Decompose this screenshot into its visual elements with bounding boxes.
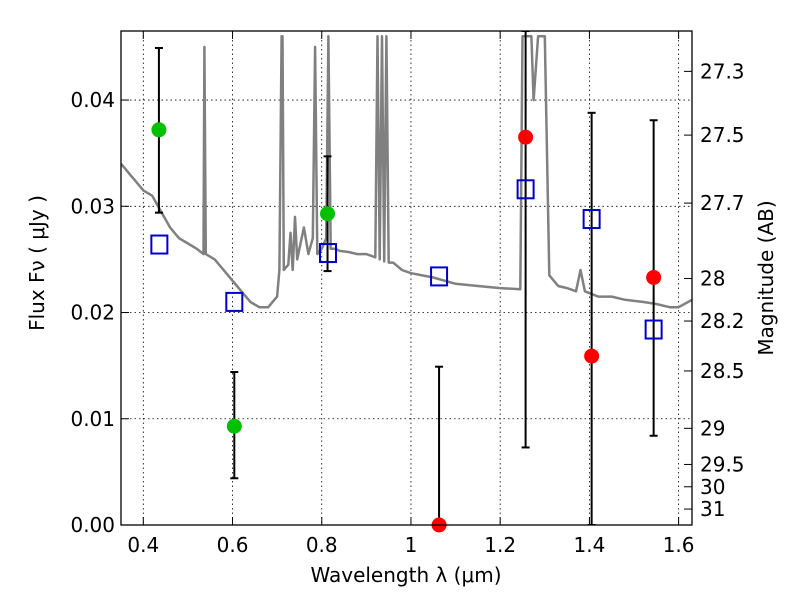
model-square: [644, 319, 663, 340]
y-tick-label: 0.03: [70, 194, 115, 218]
x-tick-label: 1.4: [573, 533, 605, 557]
model-square: [430, 266, 449, 287]
model-square: [150, 234, 169, 255]
right-tick-label: 29.5: [700, 452, 745, 476]
flux-point: [584, 348, 600, 364]
y-tick-label: 0.00: [70, 513, 115, 537]
x-tick-label: 1.6: [663, 533, 695, 557]
model-square: [225, 291, 244, 312]
y-tick-label: 0.04: [70, 88, 115, 112]
x-tick-label: 0.6: [217, 533, 249, 557]
x-tick-label: 1.2: [484, 533, 516, 557]
y-tick-label: 0.02: [70, 301, 115, 325]
x-axis-label: Wavelength λ (μm): [310, 563, 501, 587]
right-tick-label: 29: [700, 416, 725, 440]
flux-point: [226, 418, 242, 434]
spectrum-layer: [121, 35, 692, 309]
plot-background: [121, 31, 692, 525]
right-tick-label: 27.7: [700, 191, 745, 215]
right-tick-label: 27.3: [700, 59, 745, 83]
plot-frame: [120, 30, 693, 526]
model-square: [318, 243, 337, 264]
flux-point: [151, 122, 167, 138]
flux-point: [320, 206, 336, 222]
data-markers: [150, 122, 663, 533]
y-axis-label: Flux Fν ( μJy ): [25, 195, 49, 331]
right-tick-label: 28.2: [700, 309, 745, 333]
model-square: [516, 179, 535, 200]
right-tick-label: 28.5: [700, 359, 745, 383]
axis-ticks: 0.4 0.6 0.8 1 1.2 1.4 1.6 0.00 0.01 0.02 0.03 0.04 2…: [70, 31, 745, 557]
y-tick-label: 0.01: [70, 407, 115, 431]
right-axis-label: Magnitude (AB): [754, 200, 778, 355]
model-square: [582, 209, 601, 230]
x-tick-label: 0.4: [127, 533, 159, 557]
right-tick-label: 27.5: [700, 123, 745, 147]
right-tick-label: 30: [700, 475, 725, 499]
right-tick-label: 28: [700, 267, 725, 291]
spectrum-line: [121, 35, 692, 309]
right-tick-label: 31: [700, 497, 725, 521]
x-tick-label: 1: [405, 533, 418, 557]
flux-point: [646, 269, 662, 285]
flux-point: [518, 129, 534, 145]
x-tick-label: 0.8: [306, 533, 338, 557]
